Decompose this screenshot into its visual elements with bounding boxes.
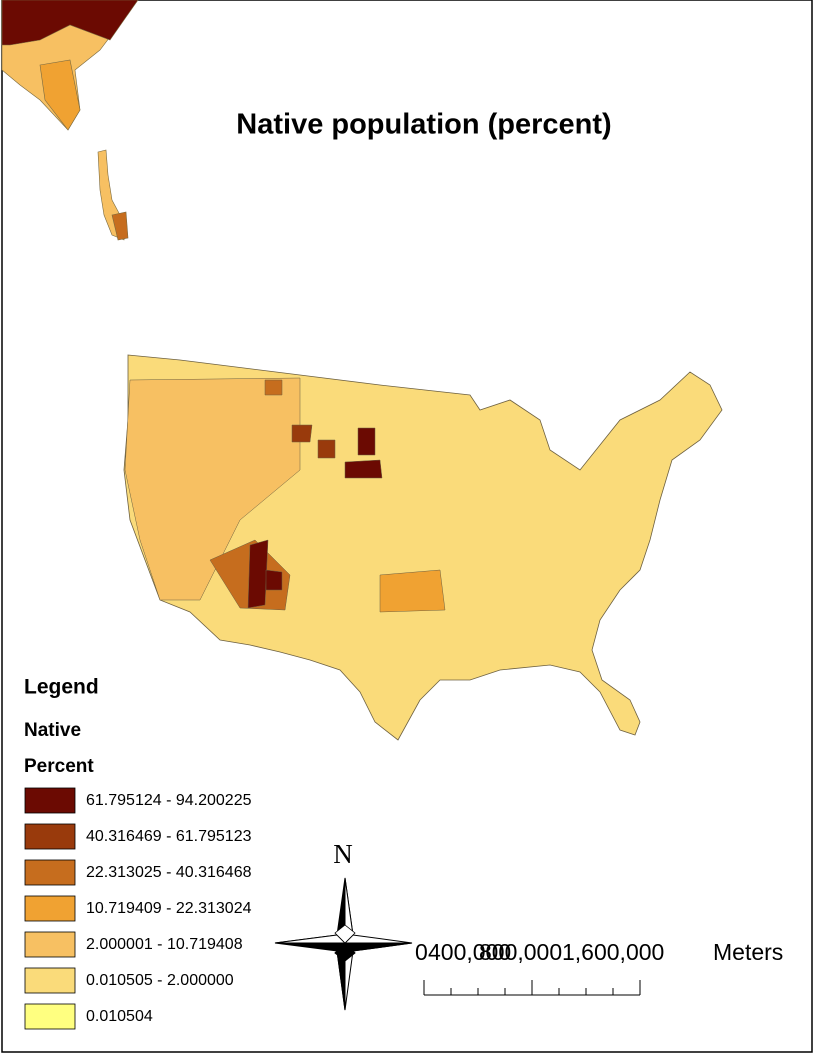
legend-label: 40.316469 - 61.795123 [86,828,252,845]
region [1,0,139,46]
legend-swatch [24,931,76,958]
legend-heading: Legend [24,676,99,699]
region [264,379,283,396]
legend-layer: Native [24,720,81,741]
legend-swatch [24,967,76,994]
scale-label: 400,000 [428,939,511,965]
scale-label: 0 [415,939,428,965]
region [39,59,81,131]
legend-label: 0.010504 [86,1008,153,1025]
region [317,439,336,459]
scale-bar [423,980,641,996]
region [265,569,283,591]
legend-swatch [24,787,76,814]
scale-label: 1,600,000 [562,939,664,965]
legend-label: 0.010505 - 2.000000 [86,972,234,989]
north-arrow [274,877,413,1011]
legend-label: 10.719409 - 22.313024 [86,900,252,917]
region [111,211,129,241]
map-layer [1,0,723,741]
region [357,427,376,456]
scale-label: 800,000 [479,939,562,965]
region [344,459,383,479]
scale-unit: Meters [713,939,783,965]
region [124,377,301,601]
legend-swatch [24,1003,76,1030]
legend-label: 61.795124 - 94.200225 [86,792,252,809]
region [291,424,313,443]
legend-swatch [24,859,76,886]
legend-swatch [24,823,76,850]
legend-swatch [24,895,76,922]
legend: 61.795124 - 94.200225 40.316469 - 61.7951… [24,787,252,1030]
region [247,539,269,609]
map-title: Native population (percent) [236,109,611,141]
region [379,569,446,613]
legend-label: 22.313025 - 40.316468 [86,864,252,881]
north-label: N [333,839,353,869]
legend-field: Percent [24,756,94,777]
legend-label: 2.000001 - 10.719408 [86,936,243,953]
